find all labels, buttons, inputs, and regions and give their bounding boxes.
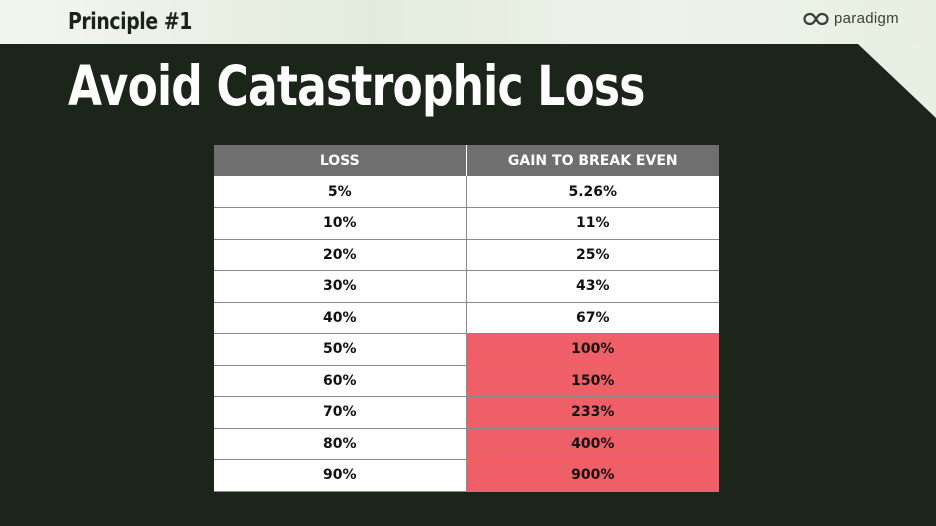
logo-text: paradigm — [834, 10, 899, 27]
table-row: 70% 233% — [214, 396, 719, 429]
gain-cell: 25% — [466, 239, 719, 271]
gain-cell-highlighted: 150% — [466, 365, 719, 397]
loss-gain-table: LOSS GAIN TO BREAK EVEN 5% 5.26% 10% 11%… — [214, 145, 719, 492]
table-header-row: LOSS GAIN TO BREAK EVEN — [214, 145, 719, 176]
table-row: 90% 900% — [214, 459, 719, 492]
gain-cell: 11% — [466, 207, 719, 240]
paradigm-logo: paradigm — [803, 10, 899, 27]
table-row: 50% 100% — [214, 333, 719, 366]
table-row: 30% 43% — [214, 270, 719, 303]
table-row: 80% 400% — [214, 428, 719, 460]
loss-cell: 10% — [214, 207, 467, 240]
loss-cell: 80% — [214, 428, 467, 460]
principle-label: Principle #1 — [68, 9, 192, 35]
gain-cell-highlighted: 100% — [466, 333, 719, 366]
page-title: Avoid Catastrophic Loss — [68, 54, 645, 118]
table-row: 20% 25% — [214, 239, 719, 271]
column-header-gain: GAIN TO BREAK EVEN — [466, 145, 719, 176]
gain-cell: 5.26% — [466, 176, 719, 208]
table-row: 40% 67% — [214, 302, 719, 334]
gain-cell-highlighted: 900% — [466, 459, 719, 492]
table-row: 60% 150% — [214, 365, 719, 397]
table-row: 10% 11% — [214, 207, 719, 240]
loss-cell: 20% — [214, 239, 467, 271]
loss-cell: 90% — [214, 459, 467, 492]
gain-cell-highlighted: 233% — [466, 396, 719, 429]
loss-cell: 30% — [214, 270, 467, 303]
column-header-loss: LOSS — [214, 145, 467, 176]
loss-cell: 60% — [214, 365, 467, 397]
table-row: 5% 5.26% — [214, 176, 719, 208]
gain-cell-highlighted: 400% — [466, 428, 719, 460]
loss-cell: 5% — [214, 176, 467, 208]
loss-cell: 40% — [214, 302, 467, 334]
gain-cell: 67% — [466, 302, 719, 334]
loss-cell: 70% — [214, 396, 467, 429]
loss-cell: 50% — [214, 333, 467, 366]
infinity-icon — [803, 12, 829, 26]
header-band — [0, 0, 936, 44]
gain-cell: 43% — [466, 270, 719, 303]
